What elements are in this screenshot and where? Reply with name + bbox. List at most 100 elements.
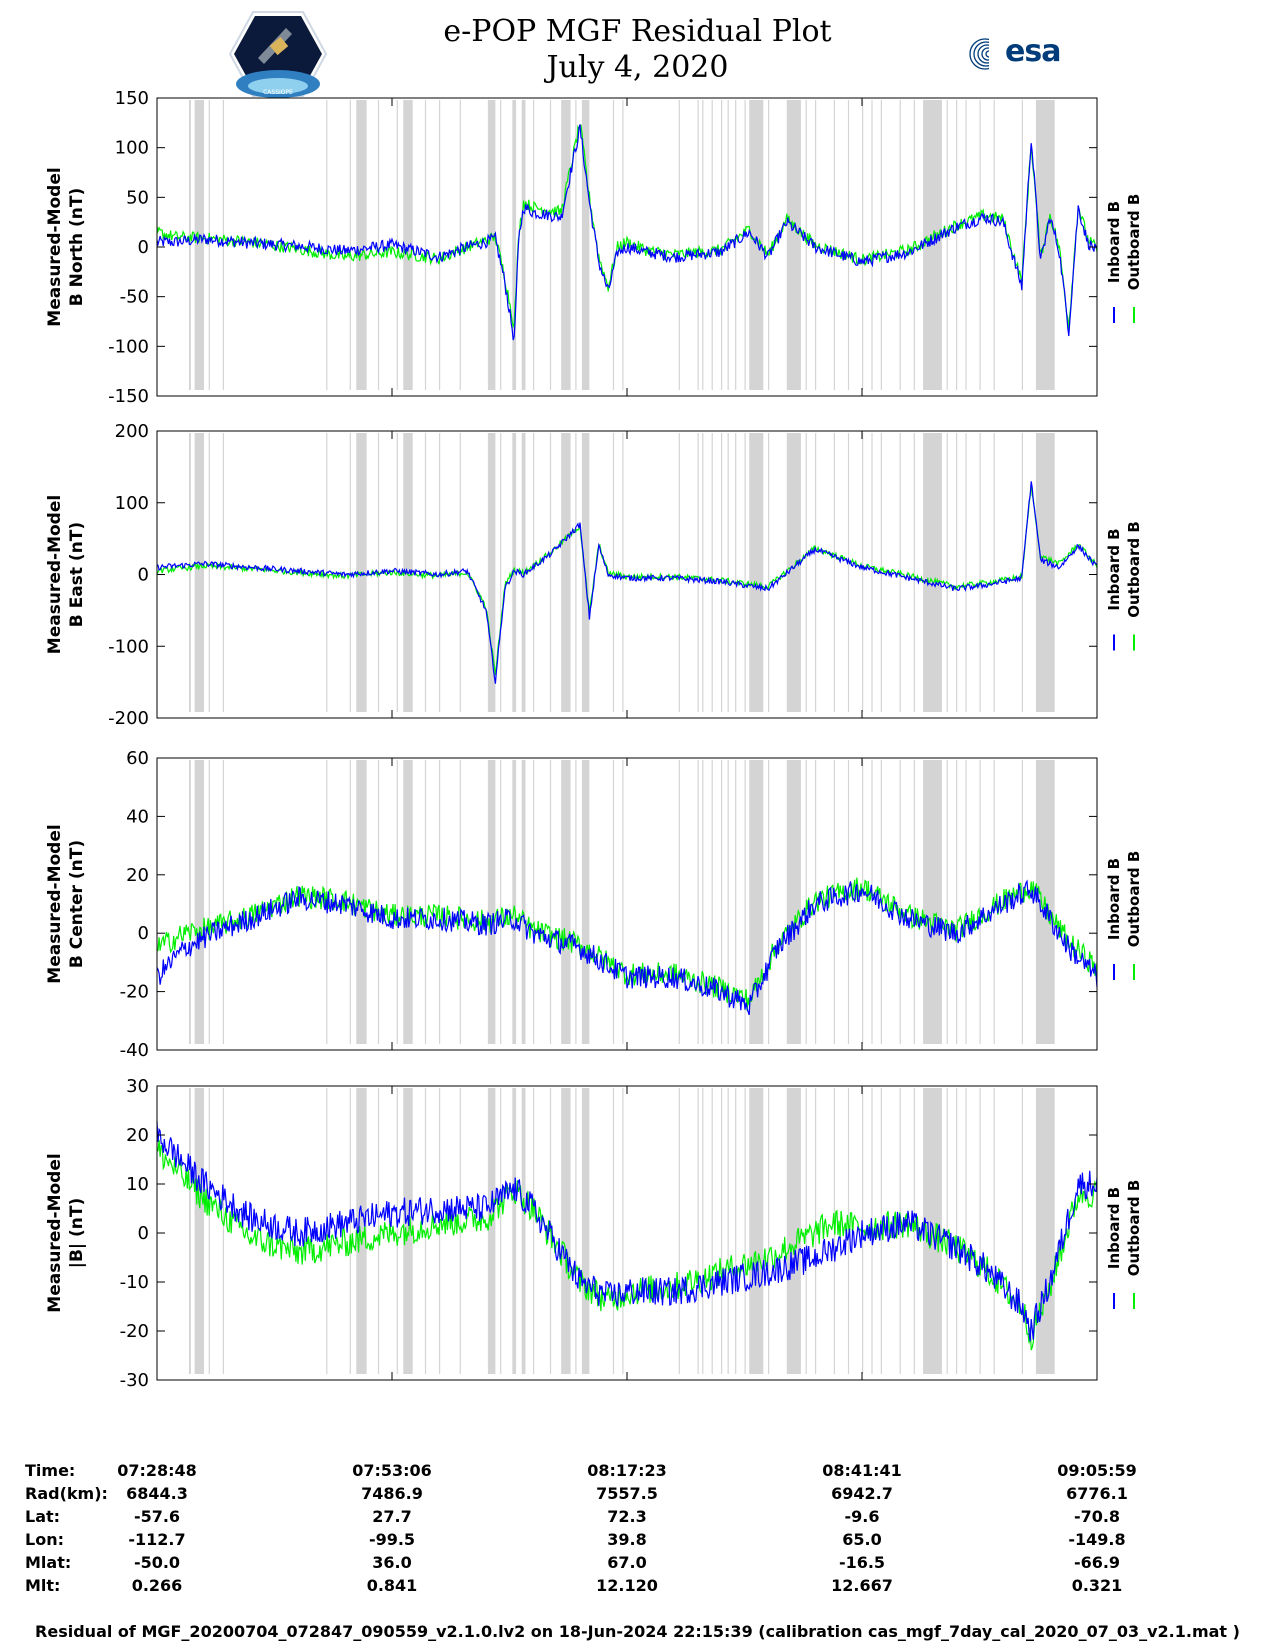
- gap-band-b-east-18: [549, 433, 552, 712]
- ephemeris-value: 08:41:41: [822, 1461, 902, 1480]
- ephemeris-value: 0.841: [366, 1576, 418, 1595]
- gap-band-b-east-15: [512, 433, 517, 712]
- ephemeris-row-label: Mlt:: [25, 1576, 61, 1595]
- gap-band-b-magnitude-36: [815, 1088, 817, 1374]
- gap-band-b-east-1: [194, 433, 204, 712]
- gap-band-b-north-32: [749, 100, 764, 390]
- gap-band-b-east-32: [749, 433, 764, 712]
- gap-band-b-magnitude-47: [965, 1088, 967, 1374]
- gap-band-b-east-39: [862, 433, 864, 712]
- gap-band-b-center-37: [833, 760, 835, 1044]
- y-tick-label-b-magnitude-2: 10: [126, 1174, 149, 1195]
- gap-band-b-center-10: [424, 760, 427, 1044]
- gap-band-b-north-24: [678, 100, 680, 390]
- gap-band-b-east-0: [188, 433, 191, 712]
- gap-band-b-east-14: [500, 433, 502, 712]
- gap-band-b-magnitude-8: [396, 1088, 398, 1374]
- gap-band-b-north-6: [356, 100, 367, 390]
- gap-band-b-magnitude-10: [424, 1088, 427, 1374]
- gap-band-b-north-26: [702, 100, 704, 390]
- ephemeris-row: Mlt: 0.266 0.841 12.120 12.667 0.321: [0, 1576, 1275, 1598]
- ephemeris-value: 07:28:48: [117, 1461, 197, 1480]
- y-tick-label-b-north-0: 150: [115, 88, 149, 109]
- ephemeris-value: 36.0: [372, 1553, 412, 1572]
- ephemeris-value: 67.0: [607, 1553, 647, 1572]
- gap-band-b-magnitude-31: [744, 1088, 746, 1374]
- ephemeris-value: 6776.1: [1066, 1484, 1128, 1503]
- gap-band-b-center-20: [575, 760, 577, 1044]
- gap-band-b-center-40: [871, 760, 873, 1044]
- y-axis-label-b-center-line2: B Center (nT): [67, 840, 87, 968]
- gap-band-b-east-27: [711, 433, 713, 712]
- ephemeris-value: 07:53:06: [352, 1461, 432, 1480]
- y-axis-label-b-north-line2: B North (nT): [67, 188, 87, 307]
- gap-band-b-north-22: [612, 100, 615, 390]
- ephemeris-value: -149.8: [1068, 1530, 1126, 1549]
- gap-band-b-east-28: [721, 433, 723, 712]
- gap-band-b-magnitude-3: [222, 1088, 224, 1374]
- gap-band-b-center-24: [678, 760, 680, 1044]
- gap-band-b-magnitude-7: [377, 1088, 380, 1374]
- gap-band-b-north-9: [403, 100, 413, 390]
- y-tick-label-b-north-5: -100: [108, 336, 149, 357]
- y-axis-label-b-east-line1: Measured-Model: [45, 495, 65, 654]
- gap-band-b-east-38: [847, 433, 850, 712]
- y-axis-label-b-magnitude-line1: Measured-Model: [45, 1153, 65, 1312]
- gap-band-b-north-37: [833, 100, 835, 390]
- legend-inboard-b-north: Inboard B: [1105, 201, 1123, 283]
- gap-band-b-magnitude-21: [581, 1088, 590, 1374]
- gap-band-b-north-14: [500, 100, 502, 390]
- gap-band-b-center-42: [899, 760, 901, 1044]
- y-tick-label-b-east-0: 200: [115, 421, 149, 442]
- gap-band-b-north-18: [549, 100, 552, 390]
- y-tick-label-b-center-2: 20: [126, 865, 149, 886]
- gap-band-b-center-15: [512, 760, 517, 1044]
- ephemeris-value: -50.0: [133, 1553, 181, 1572]
- gap-band-b-center-21: [581, 760, 590, 1044]
- gap-band-b-east-26: [702, 433, 704, 712]
- gap-band-b-east-45: [946, 433, 948, 712]
- gap-band-b-center-3: [222, 760, 224, 1044]
- series-inboard-b-center: [156, 879, 1098, 1016]
- gap-band-b-magnitude-9: [403, 1088, 413, 1374]
- gap-band-b-north-40: [871, 100, 873, 390]
- gap-band-b-magnitude-28: [721, 1088, 723, 1374]
- ephemeris-row-label: Lat:: [25, 1507, 61, 1526]
- gap-band-b-center-27: [711, 760, 713, 1044]
- y-tick-label-b-north-6: -150: [108, 386, 149, 407]
- legend-inboard-b-magnitude: Inboard B: [1105, 1187, 1123, 1269]
- ephemeris-value: 6844.3: [126, 1484, 188, 1503]
- y-tick-label-b-north-4: -50: [120, 287, 149, 308]
- ephemeris-value: -16.5: [838, 1553, 886, 1572]
- gap-band-b-east-43: [913, 433, 915, 712]
- series-inboard-b-north: [156, 124, 1098, 341]
- gap-band-b-magnitude-49: [993, 1088, 995, 1374]
- gap-band-b-center-31: [744, 760, 746, 1044]
- gap-band-b-magnitude-48: [979, 1088, 981, 1374]
- gap-band-b-north-30: [735, 100, 737, 390]
- gap-band-b-magnitude-33: [768, 1088, 770, 1374]
- gap-band-b-center-22: [612, 760, 615, 1044]
- legend-outboard-b-east: Outboard B: [1125, 521, 1143, 618]
- gap-band-b-east-37: [833, 433, 835, 712]
- gap-band-b-magnitude-32: [749, 1088, 764, 1374]
- y-tick-label-b-magnitude-3: 0: [138, 1223, 149, 1244]
- y-tick-label-b-north-1: 100: [115, 138, 149, 159]
- ephemeris-row: Mlat: -50.0 36.0 67.0 -16.5 -66.9: [0, 1553, 1275, 1575]
- gap-band-b-east-30: [735, 433, 737, 712]
- esa-swirl-icon: [969, 36, 1005, 72]
- gap-band-b-north-21: [581, 100, 590, 390]
- gap-band-b-north-13: [487, 100, 496, 390]
- gap-band-b-east-40: [871, 433, 873, 712]
- y-tick-label-b-center-4: -20: [120, 982, 149, 1003]
- gap-band-b-center-45: [946, 760, 948, 1044]
- ephemeris-value: -9.6: [844, 1507, 880, 1526]
- ephemeris-row-label: Mlat:: [25, 1553, 72, 1572]
- ephemeris-value: 6942.7: [831, 1484, 893, 1503]
- gap-band-b-north-46: [956, 100, 958, 390]
- legend-inboard-b-center: Inboard B: [1105, 858, 1123, 940]
- gap-band-b-center-34: [786, 760, 801, 1044]
- gap-band-b-magnitude-38: [847, 1088, 850, 1374]
- panel-b-magnitude: 30 20 10 0 -10 -20 -30 Measured-Model |B| (nT) In…: [45, 1076, 1143, 1391]
